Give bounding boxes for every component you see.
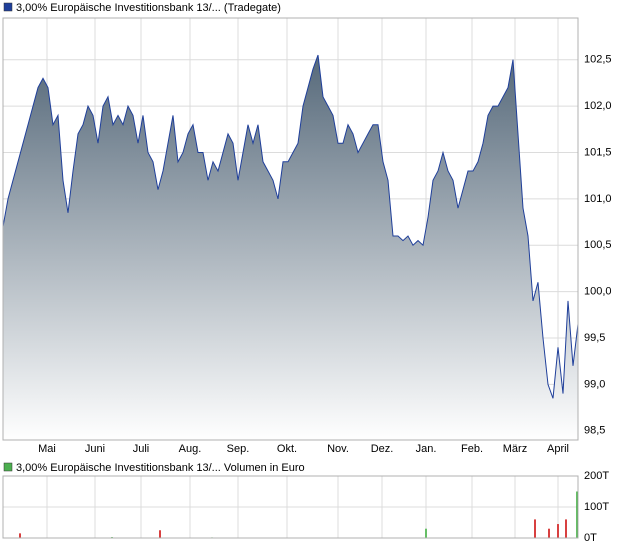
x-tick-label: Mai [38, 443, 56, 455]
x-tick-label: Okt. [277, 443, 297, 455]
bar [159, 530, 161, 538]
legend-swatch [3, 462, 13, 472]
legend-swatch [3, 2, 13, 12]
y-tick-label: 100T [584, 501, 609, 513]
y-tick-label: 102,0 [584, 100, 612, 112]
bar [548, 528, 550, 538]
y-tick-label: 101,0 [584, 193, 612, 205]
y-tick-label: 100,5 [584, 239, 612, 251]
legend-label: 3,00% Europäische Investitionsbank 13/..… [16, 2, 281, 14]
bar [557, 524, 559, 538]
y-tick-label: 99,0 [584, 378, 605, 390]
bar [565, 519, 567, 538]
area [3, 55, 578, 440]
y-tick-label: 98,5 [584, 425, 605, 437]
y-tick-label: 0T [584, 532, 597, 544]
x-tick-label: Juni [85, 443, 105, 455]
bar [425, 528, 427, 538]
y-tick-label: 200T [584, 470, 609, 482]
x-tick-label: Jan. [416, 443, 437, 455]
x-tick-label: Sep. [227, 443, 250, 455]
bar [576, 491, 578, 538]
y-tick-label: 101,5 [584, 146, 612, 158]
x-tick-label: Nov. [327, 443, 349, 455]
x-tick-label: April [547, 443, 569, 455]
x-tick-label: Aug. [179, 443, 202, 455]
x-tick-label: Juli [133, 443, 150, 455]
legend-label: 3,00% Europäische Investitionsbank 13/..… [16, 462, 305, 474]
x-tick-label: März [503, 443, 527, 455]
bar [534, 519, 536, 538]
bar [19, 533, 21, 538]
x-tick-label: Feb. [461, 443, 483, 455]
y-tick-label: 99,5 [584, 332, 605, 344]
plot-frame [2, 17, 579, 441]
x-tick-label: Dez. [371, 443, 394, 455]
y-tick-label: 102,5 [584, 54, 612, 66]
plot-frame [2, 475, 579, 539]
line [2, 54, 579, 399]
y-tick-label: 100,0 [584, 286, 612, 298]
